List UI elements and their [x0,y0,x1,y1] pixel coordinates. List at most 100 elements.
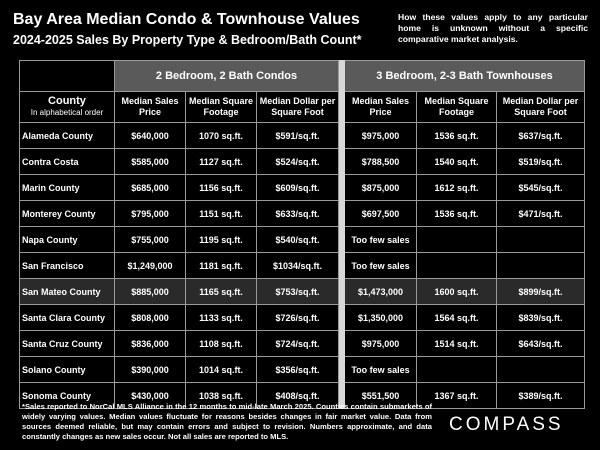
county-header-label: County [48,95,86,107]
table-cell: $697,500 [344,200,418,227]
table-cell: 1070 sq.ft. [185,122,257,149]
table-cell: 1536 sq.ft. [416,200,498,227]
table-cell: 1165 sq.ft. [185,278,257,305]
group-header-blank [19,60,115,92]
table-cell [416,226,498,253]
table-cell: Too few sales [344,226,418,253]
table-cell: $471/sq.ft. [496,200,586,227]
table-cell: $643/sq.ft. [496,330,586,357]
table-row: Solano County $390,000 1014 sq.ft. $356/sq.… [19,356,586,383]
table-cell: $788,500 [344,148,418,175]
table-cell: 1195 sq.ft. [185,226,257,253]
table-cell: 1127 sq.ft. [185,148,257,175]
table-cell: $430,000 [114,382,186,409]
county-name: Monterey County [19,200,115,227]
county-name: Marin County [19,174,115,201]
table-cell: $540/sq.ft. [255,226,340,253]
table-cell: $1034/sq.ft. [255,252,340,279]
table-cell: $839/sq.ft. [496,304,586,331]
table-cell [496,252,586,279]
table-cell: $753/sq.ft. [255,278,340,305]
disclaimer-note: How these values apply to any particular… [398,12,588,44]
table-cell: $975,000 [344,330,418,357]
table-cell: $585,000 [114,148,186,175]
table-cell [416,252,498,279]
table-row: Sonoma County $430,000 1038 sq.ft. $408/sq.… [19,382,586,409]
table-cell: $640,000 [114,122,186,149]
table-cell: $519/sq.ft. [496,148,586,175]
table-cell: 1108 sq.ft. [185,330,257,357]
county-name: San Mateo County [19,278,115,305]
table-cell: $808,000 [114,304,186,331]
chart-title: Bay Area Median Condo & Townhouse Values [13,11,360,28]
table-cell: $609/sq.ft. [255,174,340,201]
column-header: Median Dollar per Square Foot [496,91,586,123]
county-name: Contra Costa [19,148,115,175]
table-cell: 1038 sq.ft. [185,382,257,409]
table-cell: 1514 sq.ft. [416,330,498,357]
county-name: Santa Cruz County [19,330,115,357]
table-cell: Too few sales [344,356,418,383]
table-cell: $875,000 [344,174,418,201]
table-cell: $637/sq.ft. [496,122,586,149]
group-header-condos: 2 Bedroom, 2 Bath Condos [113,60,340,92]
table-cell: 1540 sq.ft. [416,148,498,175]
column-header: Median Square Footage [185,91,257,123]
table-cell: 1014 sq.ft. [185,356,257,383]
table-cell: $356/sq.ft. [255,356,340,383]
table-row: San Mateo County $885,000 1165 sq.ft. $753/… [19,278,586,305]
table-cell: 1151 sq.ft. [185,200,257,227]
table-row: Santa Clara County $808,000 1133 sq.ft. $72… [19,304,586,331]
table-cell: $836,000 [114,330,186,357]
table-cell: $724/sq.ft. [255,330,340,357]
county-name: San Francisco [19,252,115,279]
group-header-row: 2 Bedroom, 2 Bath Condos 3 Bedroom, 2-3 … [19,60,586,92]
county-name: Santa Clara County [19,304,115,331]
column-header: Median Square Footage [416,91,498,123]
county-header: County In alphabetical order [19,91,115,123]
compass-logo: COMPASS [449,414,564,435]
table-row: Monterey County $795,000 1151 sq.ft. $633/s… [19,200,586,227]
column-header: Median Dollar per Square Foot [255,91,340,123]
table-cell: $633/sq.ft. [255,200,340,227]
table-cell: 1367 sq.ft. [416,382,498,409]
table-cell: $389/sq.ft. [496,382,586,409]
table-row: Marin County $685,000 1156 sq.ft. $609/sq.f… [19,174,586,201]
table-cell: 1133 sq.ft. [185,304,257,331]
footnote: *Sales reported to NorCal MLS Alliance i… [22,402,432,441]
column-header: Median Sales Price [344,91,418,123]
table-cell: 1181 sq.ft. [185,252,257,279]
table-cell: $591/sq.ft. [255,122,340,149]
table-row: Contra Costa $585,000 1127 sq.ft. $524/sq.f… [19,148,586,175]
table-cell [496,356,586,383]
county-subheader: In alphabetical order [30,108,104,117]
table-cell: $885,000 [114,278,186,305]
chart-subtitle: 2024-2025 Sales By Property Type & Bedro… [13,33,362,47]
group-header-townhouses: 3 Bedroom, 2-3 Bath Townhouses [344,60,586,92]
table-cell: $685,000 [114,174,186,201]
table-cell: $1,249,000 [114,252,186,279]
table-cell: $1,473,000 [344,278,418,305]
table-cell: $795,000 [114,200,186,227]
county-name: Napa County [19,226,115,253]
table-row: Alameda County $640,000 1070 sq.ft. $591/sq… [19,122,586,149]
table-cell: $551,500 [344,382,418,409]
table-cell: 1600 sq.ft. [416,278,498,305]
table-cell: $524/sq.ft. [255,148,340,175]
table-cell: 1612 sq.ft. [416,174,498,201]
table-row: San Francisco $1,249,000 1181 sq.ft. $1034/… [19,252,586,279]
table-row: Napa County $755,000 1195 sq.ft. $540/sq.ft… [19,226,586,253]
table-cell: $899/sq.ft. [496,278,586,305]
table-row: Santa Cruz County $836,000 1108 sq.ft. $724… [19,330,586,357]
county-name: Alameda County [19,122,115,149]
table-cell: Too few sales [344,252,418,279]
table-cell: $975,000 [344,122,418,149]
table-cell: 1564 sq.ft. [416,304,498,331]
table-body: Alameda County $640,000 1070 sq.ft. $591/sq… [19,122,586,409]
table-cell: $390,000 [114,356,186,383]
table-cell: $545/sq.ft. [496,174,586,201]
column-header: Median Sales Price [114,91,186,123]
table-cell [496,226,586,253]
county-name: Solano County [19,356,115,383]
values-table: 2 Bedroom, 2 Bath Condos 3 Bedroom, 2-3 … [19,60,586,409]
